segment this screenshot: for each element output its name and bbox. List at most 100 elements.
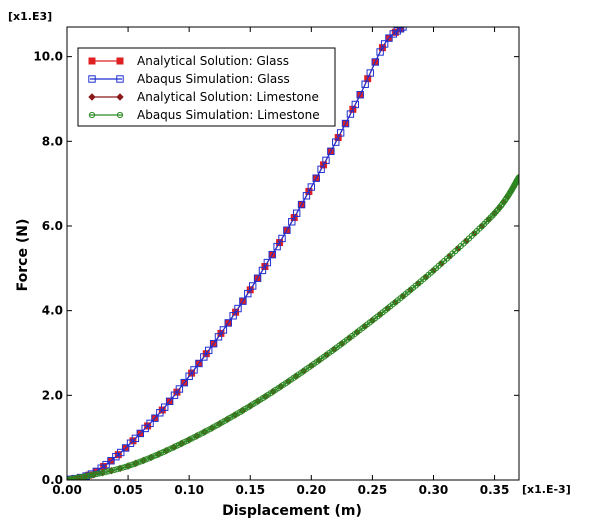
- series-point: [93, 470, 100, 478]
- series-point: [87, 472, 94, 479]
- x-tick-label: 0.10: [174, 483, 204, 497]
- series-point: [297, 200, 306, 209]
- series-point: [514, 176, 519, 184]
- x-axis-title: Displacement (m): [222, 503, 362, 519]
- series-point: [136, 429, 144, 438]
- series-point: [107, 457, 115, 465]
- series-point: [361, 80, 369, 88]
- series-point: [116, 465, 124, 472]
- legend-label: Analytical Solution: Glass: [137, 54, 289, 68]
- x-tick-label: 0.15: [235, 483, 265, 497]
- series-point: [195, 359, 203, 368]
- series-point: [322, 156, 330, 165]
- series-point: [380, 40, 389, 48]
- series-point: [146, 419, 154, 428]
- y-tick-label: 10.0: [33, 50, 63, 64]
- series-point: [307, 183, 316, 191]
- series-point: [175, 385, 184, 393]
- series-point: [258, 266, 267, 275]
- series-point: [151, 414, 159, 422]
- series-point: [112, 453, 120, 461]
- legend-label: Analytical Solution: Limestone: [137, 90, 319, 104]
- series-point: [268, 250, 276, 259]
- series-point: [90, 471, 97, 478]
- x-multiplier-label: [x1.E-3]: [522, 483, 571, 496]
- series-point: [121, 444, 130, 452]
- series-point: [327, 147, 335, 156]
- series-point: [126, 439, 135, 447]
- series-point: [219, 326, 228, 334]
- series-point: [224, 319, 232, 327]
- series-point: [263, 258, 272, 267]
- series-point: [491, 210, 498, 217]
- series-point: [332, 138, 340, 146]
- series-1: [67, 27, 407, 480]
- series-point: [209, 339, 218, 348]
- y-multiplier-label: [x1.E3]: [8, 10, 52, 23]
- legend-marker: [88, 75, 96, 83]
- series-point: [351, 100, 360, 109]
- series-point: [200, 353, 208, 361]
- plot-area: [67, 27, 519, 480]
- series-point: [108, 467, 115, 474]
- series-point: [234, 304, 242, 313]
- series-point: [180, 378, 188, 387]
- series-point: [292, 209, 301, 217]
- series-point: [273, 242, 281, 251]
- series-point: [117, 448, 125, 457]
- series-point: [371, 58, 379, 66]
- x-tick-label: 0.35: [480, 483, 510, 497]
- legend-marker: [88, 93, 96, 101]
- series-point: [278, 234, 286, 243]
- y-axis-title: Force (N): [15, 219, 31, 292]
- y-tick-label: 4.0: [42, 304, 63, 318]
- series-point: [99, 469, 106, 476]
- series-point: [489, 212, 496, 219]
- series-point: [161, 403, 169, 411]
- legend-marker: [88, 111, 96, 119]
- series-line: [67, 176, 519, 480]
- series-line: [67, 176, 519, 480]
- series-point: [111, 466, 118, 474]
- x-tick-label: 0.25: [358, 483, 388, 497]
- legend-label: Abaqus Simulation: Glass: [137, 72, 290, 86]
- x-tick-label: 0.00: [52, 483, 82, 497]
- series-point: [366, 69, 374, 77]
- series-point: [102, 469, 109, 476]
- series-point: [396, 27, 405, 33]
- x-tick-label: 0.05: [113, 483, 143, 497]
- series-point: [283, 226, 291, 234]
- series-point: [399, 27, 407, 31]
- series-point: [515, 174, 519, 181]
- series-point: [119, 464, 126, 471]
- series-point: [515, 174, 519, 182]
- series-point: [239, 297, 247, 305]
- legend-marker: [116, 75, 124, 83]
- series-point: [190, 366, 198, 374]
- series-point: [96, 470, 103, 477]
- legend-marker: [116, 93, 124, 101]
- series-point: [253, 274, 262, 282]
- y-tick-label: 8.0: [42, 134, 63, 148]
- series-point: [185, 372, 193, 380]
- series-point: [493, 208, 500, 215]
- series-point: [288, 218, 296, 226]
- series-point: [385, 34, 393, 42]
- series-point: [205, 346, 213, 355]
- series-point: [229, 312, 237, 320]
- series-point: [105, 468, 112, 475]
- series-3: [67, 174, 519, 480]
- series-point: [494, 206, 502, 213]
- legend-marker: [116, 111, 124, 119]
- series-point: [85, 472, 92, 479]
- series-point: [165, 397, 174, 406]
- series-point: [131, 434, 140, 443]
- series-point: [356, 91, 364, 99]
- series-point: [496, 204, 503, 211]
- y-tick-label: 0.0: [42, 473, 63, 487]
- series-point: [317, 165, 325, 174]
- series-point: [346, 110, 355, 118]
- plot-frame: [66, 26, 520, 481]
- legend-label: Abaqus Simulation: Limestone: [137, 108, 320, 122]
